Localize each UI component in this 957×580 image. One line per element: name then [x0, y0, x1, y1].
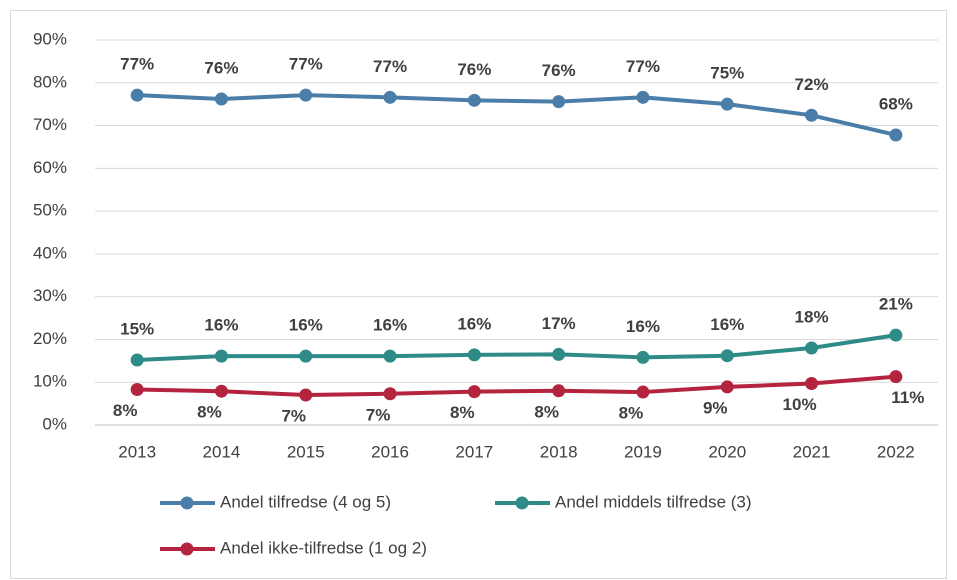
point — [467, 348, 481, 362]
point — [299, 88, 313, 102]
point — [889, 328, 903, 342]
value-label: 16% — [289, 316, 323, 335]
value-label: 8% — [113, 401, 138, 420]
legend-marker — [515, 496, 529, 510]
legend-marker — [180, 542, 194, 556]
point — [467, 385, 481, 399]
value-label: 16% — [710, 315, 744, 334]
y-tick-label: 90% — [33, 29, 67, 48]
value-label: 10% — [783, 395, 817, 414]
value-label: 17% — [542, 314, 576, 333]
point — [805, 108, 819, 122]
y-tick-label: 0% — [42, 414, 67, 433]
x-tick-label: 2014 — [203, 442, 241, 461]
point — [130, 353, 144, 367]
y-tick-label: 80% — [33, 72, 67, 91]
value-label: 7% — [366, 405, 391, 424]
value-label: 7% — [281, 407, 306, 426]
point — [383, 90, 397, 104]
legend-label: Andel ikke-tilfredse (1 og 2) — [220, 538, 427, 557]
value-label: 75% — [710, 64, 744, 83]
point — [130, 88, 144, 102]
value-label: 72% — [795, 75, 829, 94]
value-label: 21% — [879, 295, 913, 314]
value-label: 9% — [703, 398, 728, 417]
value-label: 76% — [542, 61, 576, 80]
x-tick-label: 2018 — [540, 442, 578, 461]
point — [889, 370, 903, 384]
point — [636, 90, 650, 104]
value-label: 18% — [795, 307, 829, 326]
x-tick-label: 2019 — [624, 442, 662, 461]
value-label: 16% — [457, 314, 491, 333]
y-tick-label: 40% — [33, 243, 67, 262]
point — [552, 95, 566, 109]
y-tick-label: 50% — [33, 201, 67, 220]
value-label: 76% — [457, 60, 491, 79]
x-tick-label: 2020 — [708, 442, 746, 461]
point — [299, 388, 313, 402]
value-label: 8% — [619, 404, 644, 423]
point — [130, 382, 144, 396]
value-label: 16% — [626, 317, 660, 336]
point — [636, 385, 650, 399]
x-tick-label: 2022 — [877, 442, 915, 461]
point — [720, 380, 734, 394]
point — [214, 384, 228, 398]
legend-label: Andel tilfredse (4 og 5) — [220, 492, 391, 511]
y-tick-label: 70% — [33, 115, 67, 134]
point — [889, 128, 903, 142]
point — [636, 350, 650, 364]
point — [383, 349, 397, 363]
point — [720, 97, 734, 111]
value-label: 8% — [450, 403, 475, 422]
point — [214, 349, 228, 363]
series-line — [137, 333, 897, 362]
value-label: 16% — [373, 316, 407, 335]
value-label: 77% — [373, 57, 407, 76]
y-tick-label: 30% — [33, 286, 67, 305]
value-label: 16% — [204, 316, 238, 335]
legend-marker — [180, 496, 194, 510]
point — [299, 349, 313, 363]
point — [467, 93, 481, 107]
value-label: 8% — [197, 403, 222, 422]
point — [383, 387, 397, 401]
y-tick-label: 60% — [33, 158, 67, 177]
value-label: 68% — [879, 94, 913, 113]
value-label: 77% — [289, 55, 323, 74]
point — [720, 349, 734, 363]
x-tick-label: 2013 — [118, 442, 156, 461]
x-tick-label: 2021 — [793, 442, 831, 461]
value-label: 77% — [120, 55, 154, 74]
series-line — [137, 374, 897, 398]
point — [552, 384, 566, 398]
y-tick-label: 10% — [33, 372, 67, 391]
point — [805, 377, 819, 391]
value-label: 77% — [626, 57, 660, 76]
point — [805, 341, 819, 355]
value-label: 15% — [120, 319, 154, 338]
y-tick-label: 20% — [33, 329, 67, 348]
legend-label: Andel middels tilfredse (3) — [555, 492, 752, 511]
point — [214, 92, 228, 106]
x-tick-label: 2017 — [455, 442, 493, 461]
value-label: 76% — [204, 59, 238, 78]
x-tick-label: 2016 — [371, 442, 409, 461]
value-label: 8% — [534, 402, 559, 421]
value-label: 11% — [891, 388, 924, 407]
point — [552, 347, 566, 361]
series-line — [137, 93, 897, 137]
x-tick-label: 2015 — [287, 442, 325, 461]
